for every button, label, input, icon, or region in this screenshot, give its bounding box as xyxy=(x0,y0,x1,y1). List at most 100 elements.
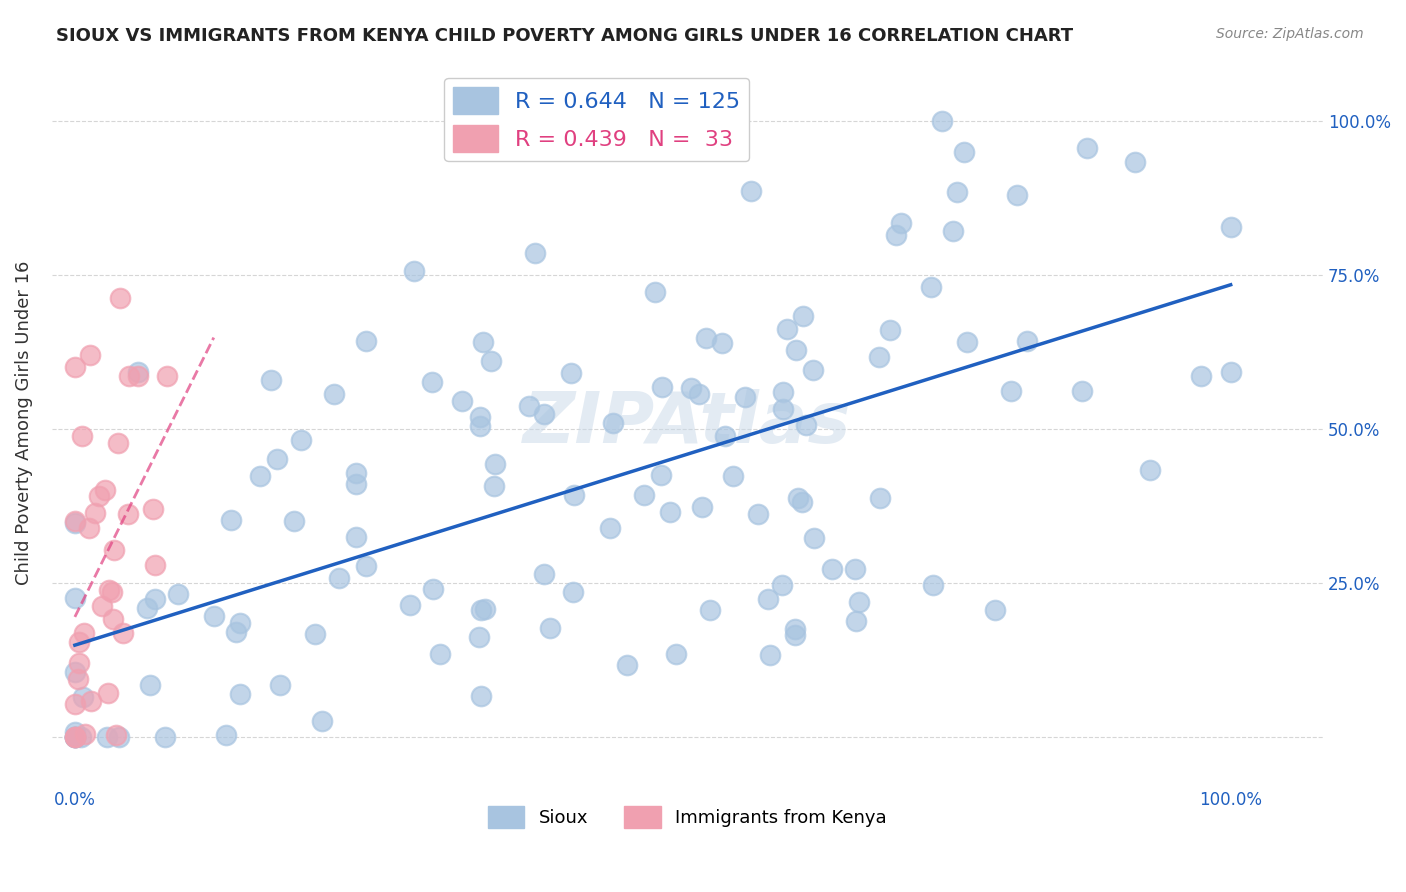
Point xyxy=(72,690,94,704)
Point xyxy=(67,657,90,671)
Point xyxy=(955,334,977,349)
Point xyxy=(153,730,176,744)
Point xyxy=(143,558,166,572)
Point xyxy=(142,501,165,516)
Point xyxy=(249,468,271,483)
Point xyxy=(770,578,793,592)
Point xyxy=(80,694,103,708)
Point xyxy=(70,429,93,443)
Point xyxy=(225,625,247,640)
Point xyxy=(202,609,225,624)
Point xyxy=(63,730,86,744)
Point xyxy=(63,730,86,744)
Point xyxy=(920,280,942,294)
Point xyxy=(135,600,157,615)
Point xyxy=(659,505,682,519)
Point xyxy=(311,714,333,728)
Point xyxy=(792,309,814,323)
Point xyxy=(63,516,86,530)
Point xyxy=(540,621,562,635)
Point xyxy=(562,488,585,502)
Point xyxy=(884,228,907,243)
Point xyxy=(482,479,505,493)
Point xyxy=(67,672,90,686)
Point xyxy=(118,369,141,384)
Point xyxy=(690,500,713,515)
Point xyxy=(844,562,866,576)
Point xyxy=(63,730,86,744)
Point xyxy=(1076,140,1098,154)
Legend: Sioux, Immigrants from Kenya: Sioux, Immigrants from Kenya xyxy=(481,799,894,836)
Point xyxy=(633,488,655,502)
Point xyxy=(710,335,733,350)
Point xyxy=(84,506,107,520)
Point xyxy=(429,647,451,661)
Point xyxy=(91,599,114,613)
Point xyxy=(451,394,474,409)
Text: ZIPAtlas: ZIPAtlas xyxy=(523,389,852,458)
Point xyxy=(63,514,86,528)
Point xyxy=(599,521,621,535)
Point xyxy=(63,730,86,744)
Point xyxy=(468,631,491,645)
Point xyxy=(422,582,444,596)
Point xyxy=(260,374,283,388)
Point xyxy=(561,585,583,599)
Point xyxy=(650,468,672,483)
Point xyxy=(117,507,139,521)
Point xyxy=(67,635,90,649)
Point xyxy=(868,350,890,364)
Point xyxy=(474,602,496,616)
Point xyxy=(734,390,756,404)
Point xyxy=(1000,384,1022,398)
Point xyxy=(845,614,868,628)
Point xyxy=(651,380,673,394)
Point xyxy=(756,591,779,606)
Point xyxy=(112,625,135,640)
Point xyxy=(79,520,101,534)
Point xyxy=(94,483,117,497)
Point xyxy=(1219,365,1241,379)
Point xyxy=(399,599,422,613)
Point xyxy=(63,730,86,744)
Point xyxy=(322,386,344,401)
Point xyxy=(101,585,124,599)
Point xyxy=(87,489,110,503)
Point xyxy=(695,331,717,345)
Text: SIOUX VS IMMIGRANTS FROM KENYA CHILD POVERTY AMONG GIRLS UNDER 16 CORRELATION CH: SIOUX VS IMMIGRANTS FROM KENYA CHILD POV… xyxy=(56,27,1073,45)
Point xyxy=(107,730,129,744)
Point xyxy=(890,216,912,230)
Point xyxy=(721,468,744,483)
Point xyxy=(356,559,378,574)
Point xyxy=(103,543,125,558)
Point xyxy=(1189,369,1212,384)
Point xyxy=(97,686,120,700)
Point xyxy=(269,677,291,691)
Point xyxy=(759,648,782,663)
Point xyxy=(290,434,312,448)
Point xyxy=(803,531,825,545)
Point xyxy=(1071,384,1094,398)
Point xyxy=(848,595,870,609)
Point xyxy=(616,657,638,672)
Point xyxy=(602,416,624,430)
Point xyxy=(70,730,93,744)
Point xyxy=(221,513,243,527)
Point xyxy=(772,384,794,399)
Point xyxy=(714,429,737,443)
Point xyxy=(1015,334,1038,348)
Point xyxy=(470,410,492,425)
Point xyxy=(96,730,118,744)
Point xyxy=(283,515,305,529)
Point xyxy=(127,365,149,379)
Point xyxy=(229,687,252,701)
Point xyxy=(1219,219,1241,234)
Point xyxy=(156,369,179,384)
Point xyxy=(470,419,492,434)
Point xyxy=(946,186,969,200)
Point xyxy=(420,375,443,389)
Point xyxy=(1007,188,1029,202)
Point xyxy=(740,184,762,198)
Point xyxy=(103,612,125,626)
Point xyxy=(105,729,128,743)
